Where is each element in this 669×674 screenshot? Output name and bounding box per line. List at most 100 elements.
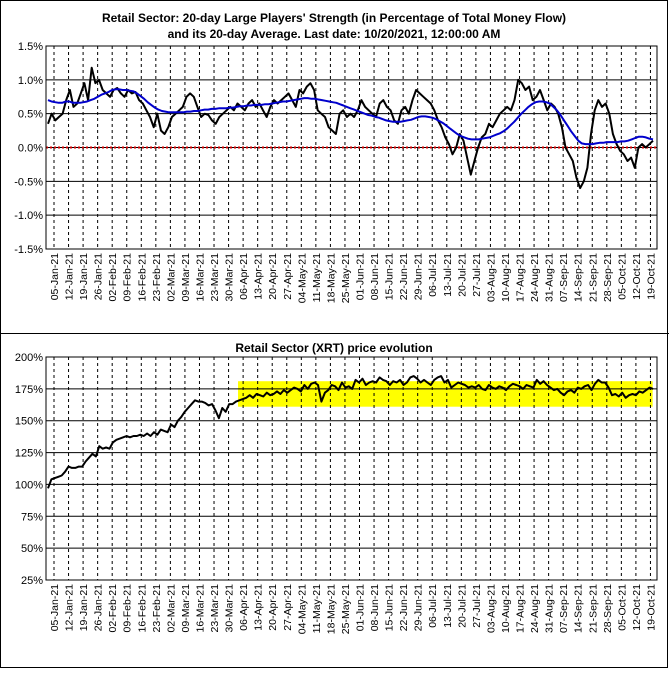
y-tick-label: 1.0% [18, 75, 43, 87]
x-tick-label: 06-Jul-21 [427, 584, 439, 628]
x-tick-label: 15-Jun-21 [384, 253, 396, 300]
x-tick-label: 31-Aug-21 [544, 584, 556, 633]
y-tick-label: 200% [15, 352, 43, 364]
x-tick-label: 16-Feb-21 [136, 253, 148, 302]
x-tick-label: 25-May-21 [340, 584, 352, 634]
x-tick-label: 10-Aug-21 [500, 253, 512, 302]
x-tick-label: 20-Jul-21 [456, 584, 468, 628]
x-tick-label: 11-May-21 [311, 584, 323, 634]
x-tick-label: 05-Jan-21 [49, 253, 61, 300]
x-tick-label: 20-Jul-21 [456, 253, 468, 297]
x-tick-label: 19-Oct-21 [645, 253, 657, 300]
x-tick-label: 18-May-21 [325, 584, 337, 634]
x-tick-label: 01-Jun-21 [355, 253, 367, 300]
x-tick-label: 30-Mar-21 [224, 584, 236, 633]
x-tick-label: 23-Feb-21 [151, 584, 163, 633]
x-tick-label: 13-Apr-21 [253, 584, 265, 631]
y-tick-label: 25% [21, 575, 43, 587]
x-tick-label: 09-Mar-21 [180, 253, 192, 302]
x-tick-label: 24-Aug-21 [529, 584, 541, 633]
x-tick-label: 15-Jun-21 [384, 584, 396, 631]
x-tick-label: 10-Aug-21 [500, 584, 512, 633]
x-tick-label: 05-Jan-21 [49, 584, 61, 631]
price-chart: 200%175%150%125%100%75%50%25%05-Jan-21 12… [15, 352, 658, 634]
x-tick-label: 26-Jan-21 [93, 253, 105, 300]
x-tick-label: 12-Oct-21 [631, 584, 643, 631]
top-chart-title-line2: and its 20-day Average. Last date: 10/20… [168, 27, 501, 41]
highlight-band [238, 381, 653, 407]
x-tick-label: 08-Jun-21 [369, 253, 381, 300]
x-tick-label: 18-May-21 [325, 253, 337, 303]
x-tick-label: 13-Jul-21 [442, 253, 454, 297]
y-tick-label: -1.0% [14, 210, 43, 222]
x-tick-label: 02-Feb-21 [107, 584, 119, 633]
x-tick-label: 09-Feb-21 [122, 584, 134, 633]
x-tick-label: 02-Feb-21 [107, 253, 119, 302]
x-tick-label: 23-Mar-21 [209, 584, 221, 633]
x-tick-label: 13-Jul-21 [442, 584, 454, 628]
x-tick-label: 21-Sep-21 [587, 253, 599, 302]
y-tick-label: 50% [21, 543, 43, 555]
y-tick-label: 100% [15, 479, 43, 491]
x-tick-label: 19-Jan-21 [78, 253, 90, 300]
x-tick-label: 29-Jun-21 [413, 253, 425, 300]
x-tick-label: 05-Oct-21 [616, 253, 628, 300]
x-tick-label: 23-Mar-21 [209, 253, 221, 302]
x-tick-label: 01-Jun-21 [355, 584, 367, 631]
x-tick-label: 27-Apr-21 [282, 253, 294, 300]
x-tick-label: 24-Aug-21 [529, 253, 541, 302]
x-tick-label: 16-Mar-21 [194, 584, 206, 633]
x-tick-label: 06-Jul-21 [427, 253, 439, 297]
y-tick-label: -1.5% [14, 244, 43, 256]
x-tick-label: 27-Jul-21 [471, 584, 483, 628]
x-tick-label: 03-Aug-21 [485, 253, 497, 302]
top-chart-title-line1: Retail Sector: 20-day Large Players' Str… [102, 11, 566, 25]
x-tick-label: 12-Oct-21 [631, 253, 643, 300]
x-tick-label: 17-Aug-21 [515, 584, 527, 633]
y-tick-label: 75% [21, 511, 43, 523]
y-tick-label: 0.0% [18, 143, 43, 155]
x-tick-label: 13-Apr-21 [253, 253, 265, 300]
x-tick-label: 26-Jan-21 [93, 584, 105, 631]
x-tick-label: 20-Apr-21 [267, 253, 279, 300]
x-tick-label: 07-Sep-21 [558, 584, 570, 633]
y-tick-label: 1.5% [18, 41, 43, 53]
y-tick-label: 0.5% [18, 109, 43, 121]
x-tick-label: 29-Jun-21 [413, 584, 425, 631]
x-tick-label: 22-Jun-21 [398, 253, 410, 300]
x-tick-label: 16-Mar-21 [194, 253, 206, 302]
x-tick-label: 12-Jan-21 [64, 253, 76, 300]
strength-chart: 1.5% 1.0% 0.5% 0.0% -0.5% -1.0% -1.5% 05-Jan-21… [14, 41, 658, 303]
x-tick-label: 27-Jul-21 [471, 253, 483, 297]
y-tick-label: 175% [15, 384, 43, 396]
x-tick-label: 22-Jun-21 [398, 584, 410, 631]
x-tick-label: 03-Aug-21 [485, 584, 497, 633]
bottom-chart-title: Retail Sector (XRT) price evolution [235, 341, 432, 355]
plot-area-border [45, 45, 658, 250]
x-tick-label: 12-Jan-21 [64, 584, 76, 631]
x-tick-label: 30-Mar-21 [224, 253, 236, 302]
x-tick-label: 09-Mar-21 [180, 584, 192, 633]
x-tick-label: 06-Apr-21 [238, 584, 250, 631]
price-series-line [47, 375, 654, 489]
x-tick-label: 17-Aug-21 [515, 253, 527, 302]
x-tick-label: 02-Mar-21 [165, 253, 177, 302]
x-tick-label: 21-Sep-21 [587, 584, 599, 633]
x-tick-label: 07-Sep-21 [558, 253, 570, 302]
x-tick-label: 04-May-21 [296, 253, 308, 303]
x-tick-label: 25-May-21 [340, 253, 352, 303]
x-tick-label: 23-Feb-21 [151, 253, 163, 302]
x-tick-label: 14-Sep-21 [573, 253, 585, 302]
x-tick-label: 14-Sep-21 [573, 584, 585, 633]
x-tick-label: 28-Sep-21 [602, 584, 614, 633]
y-tick-label: -0.5% [14, 176, 43, 188]
y-tick-label: 125% [15, 448, 43, 460]
x-tick-label: 11-May-21 [311, 253, 323, 303]
x-tick-label: 05-Oct-21 [616, 584, 628, 631]
x-tick-label: 20-Apr-21 [267, 584, 279, 631]
x-tick-label: 09-Feb-21 [122, 253, 134, 302]
y-tick-label: 150% [15, 416, 43, 428]
plot-area-border [45, 356, 658, 581]
